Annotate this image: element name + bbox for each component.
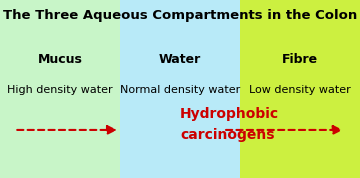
Text: carcinogens: carcinogens bbox=[180, 128, 275, 142]
Text: Mucus: Mucus bbox=[37, 53, 82, 66]
Text: Normal density water: Normal density water bbox=[120, 85, 240, 95]
Text: Low density water: Low density water bbox=[249, 85, 351, 95]
Bar bbox=[240, 0, 360, 178]
Bar bbox=[120, 0, 240, 178]
Text: Fibre: Fibre bbox=[282, 53, 318, 66]
Text: High density water: High density water bbox=[7, 85, 113, 95]
Text: Water: Water bbox=[159, 53, 201, 66]
Text: The Three Aqueous Compartments in the Colon: The Three Aqueous Compartments in the Co… bbox=[3, 9, 357, 22]
Bar bbox=[0, 0, 120, 178]
Text: Hydrophobic: Hydrophobic bbox=[180, 107, 279, 121]
